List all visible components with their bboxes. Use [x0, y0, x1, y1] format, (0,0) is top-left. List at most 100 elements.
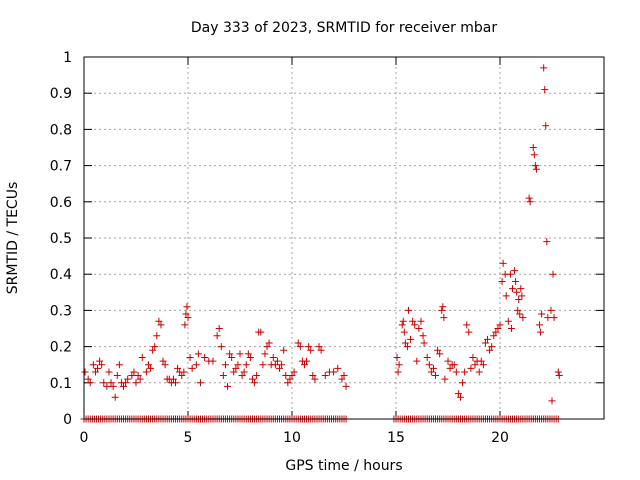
data-point	[315, 343, 323, 351]
data-point	[244, 350, 252, 358]
data-point	[183, 303, 191, 311]
data-points	[80, 64, 563, 423]
data-point	[542, 122, 550, 130]
x-axis-label: GPS time / hours	[285, 458, 402, 474]
data-point	[512, 277, 520, 285]
data-point	[273, 357, 281, 365]
data-point	[438, 306, 446, 314]
data-point	[215, 325, 223, 332]
data-point	[514, 306, 522, 314]
data-point	[217, 343, 225, 351]
data-point	[226, 350, 234, 358]
data-point	[334, 364, 342, 372]
data-point	[511, 267, 519, 275]
data-point	[305, 343, 313, 351]
data-point	[142, 368, 150, 376]
data-point	[180, 368, 188, 376]
data-point	[147, 364, 155, 372]
data-point	[96, 357, 104, 365]
data-point	[228, 353, 236, 361]
data-point	[174, 364, 182, 372]
data-point	[321, 372, 329, 380]
data-point	[496, 321, 504, 329]
data-point	[537, 328, 545, 336]
data-point	[269, 353, 277, 361]
data-point	[265, 339, 273, 347]
data-point	[342, 382, 350, 390]
data-point	[105, 368, 113, 376]
data-point	[429, 364, 437, 372]
data-point	[555, 372, 563, 380]
data-point	[413, 357, 421, 365]
data-point	[132, 379, 140, 387]
data-point	[130, 368, 138, 376]
data-point	[444, 357, 452, 365]
data-point	[309, 372, 317, 380]
data-point	[286, 375, 294, 383]
data-point	[120, 382, 128, 390]
data-point	[526, 198, 534, 206]
data-point	[411, 321, 419, 329]
data-point	[84, 375, 92, 383]
x-tick-label: 10	[283, 430, 301, 446]
data-point	[477, 357, 485, 365]
data-point	[454, 390, 462, 398]
data-point	[481, 339, 489, 347]
data-point	[280, 346, 288, 354]
data-point	[446, 364, 454, 372]
data-point	[420, 339, 428, 347]
data-point	[307, 346, 315, 354]
data-point	[230, 368, 238, 376]
data-point	[488, 343, 496, 351]
data-point	[91, 368, 99, 376]
data-point	[398, 321, 406, 329]
y-tick-label: 0.4	[50, 267, 72, 283]
data-point	[128, 372, 136, 380]
data-point	[219, 372, 227, 380]
data-point	[504, 317, 512, 325]
data-point	[113, 372, 121, 380]
data-point	[400, 328, 408, 336]
data-point	[111, 393, 119, 401]
data-point	[518, 292, 526, 300]
data-point	[89, 361, 97, 369]
data-point	[259, 361, 267, 369]
data-point	[423, 353, 431, 361]
data-point	[530, 151, 538, 159]
data-point	[459, 379, 467, 387]
axis-ticks: 00.10.20.30.40.50.60.70.80.910 5 10 15 20	[50, 50, 604, 446]
data-point	[409, 317, 417, 325]
y-axis-label: SRMTID / TECUs	[5, 182, 21, 295]
data-point	[157, 321, 165, 329]
data-point	[531, 162, 539, 170]
data-point	[532, 165, 540, 173]
data-point	[122, 379, 130, 387]
chart-title: Day 333 of 2023, SRMTID for receiver mba…	[191, 20, 498, 36]
data-point	[419, 332, 427, 340]
data-point	[541, 86, 549, 94]
data-point	[395, 361, 403, 369]
data-point	[450, 361, 458, 369]
data-point	[181, 321, 189, 329]
data-point	[404, 306, 412, 314]
data-point	[393, 353, 401, 361]
data-point	[394, 368, 402, 376]
data-point	[540, 64, 548, 72]
data-point	[471, 361, 479, 369]
data-point	[149, 346, 157, 354]
data-point	[238, 372, 246, 380]
data-point	[554, 368, 562, 376]
data-point	[178, 372, 186, 380]
x-tick-label: 15	[387, 430, 405, 446]
data-point	[519, 314, 527, 322]
data-point	[467, 364, 475, 372]
data-point	[456, 393, 464, 401]
data-point	[153, 332, 161, 340]
data-point	[192, 361, 200, 369]
data-point	[434, 346, 442, 354]
data-point	[246, 353, 254, 361]
data-point	[547, 306, 555, 314]
data-point	[440, 314, 448, 322]
data-point	[484, 335, 492, 343]
